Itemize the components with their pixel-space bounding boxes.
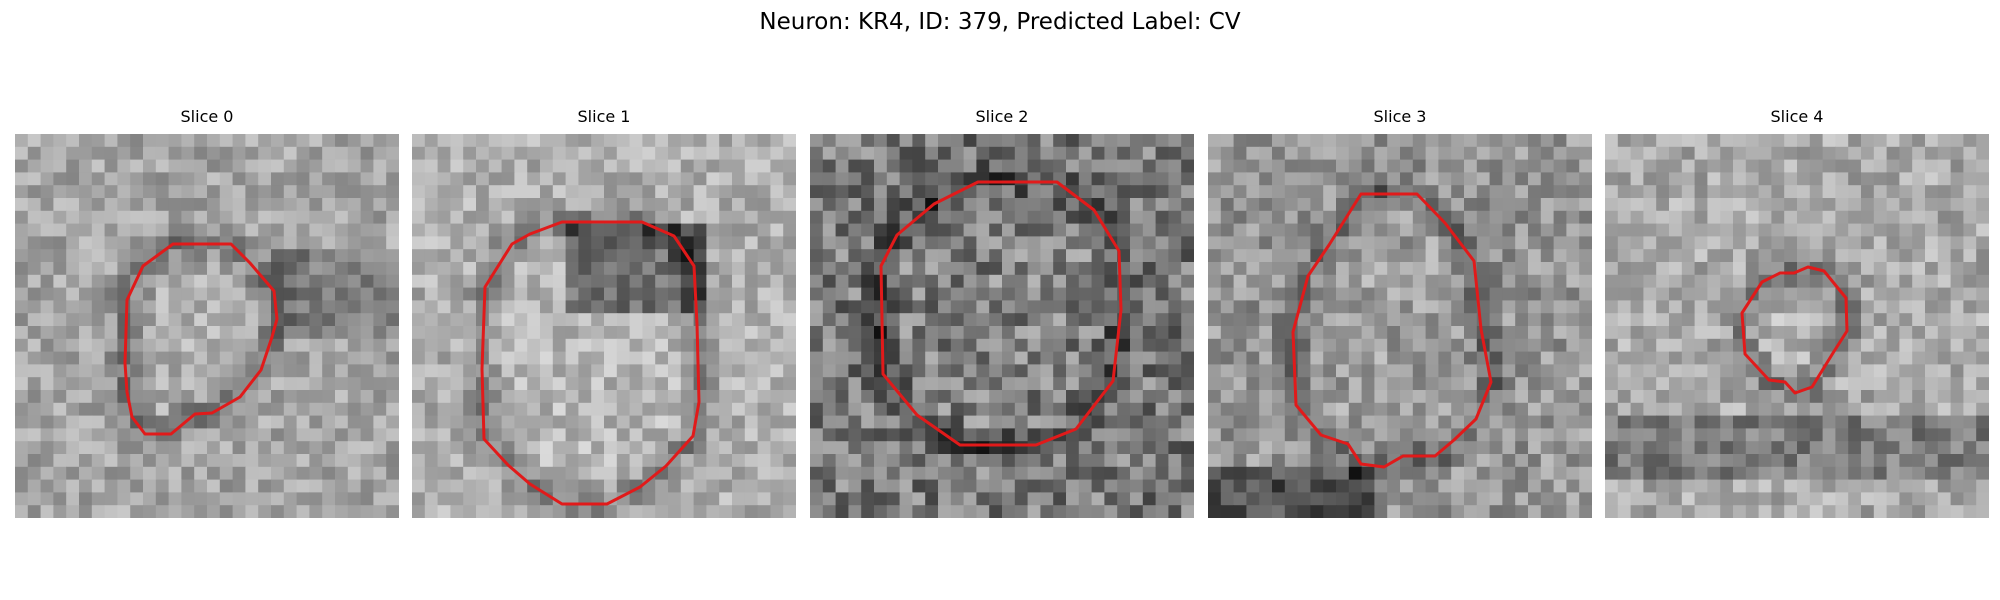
slice-title-2: Slice 2 <box>975 107 1029 126</box>
slice-panel-1: Slice 1 <box>412 106 796 518</box>
slice-contour-1 <box>480 220 701 506</box>
slice-pixels-1 <box>412 134 796 518</box>
slice-image-3 <box>1208 134 1592 518</box>
slice-panel-2: Slice 2 <box>810 106 1194 518</box>
slice-image-4 <box>1605 134 1989 518</box>
slice-pixels-3 <box>1208 134 1592 518</box>
slice-panel-3: Slice 3 <box>1208 106 1592 518</box>
slice-panel-0: Slice 0 <box>15 106 399 518</box>
slice-title-0: Slice 0 <box>180 107 234 126</box>
slice-title-3: Slice 3 <box>1373 107 1427 126</box>
slice-contour-3 <box>1291 192 1493 469</box>
figure-title: Neuron: KR4, ID: 379, Predicted Label: C… <box>759 9 1241 35</box>
slice-image-0 <box>15 134 399 518</box>
slice-pixels-4 <box>1605 134 1989 518</box>
slice-contour-0 <box>123 242 279 436</box>
slice-panel-4: Slice 4 <box>1605 106 1989 518</box>
slice-pixels-0 <box>15 134 399 518</box>
slice-image-1 <box>412 134 796 518</box>
slice-image-2 <box>810 134 1194 518</box>
slice-contour-4 <box>1740 265 1849 395</box>
slice-pixels-2 <box>810 134 1194 518</box>
slice-title-1: Slice 1 <box>577 107 631 126</box>
slice-title-4: Slice 4 <box>1770 107 1824 126</box>
slice-contour-2 <box>879 180 1123 447</box>
